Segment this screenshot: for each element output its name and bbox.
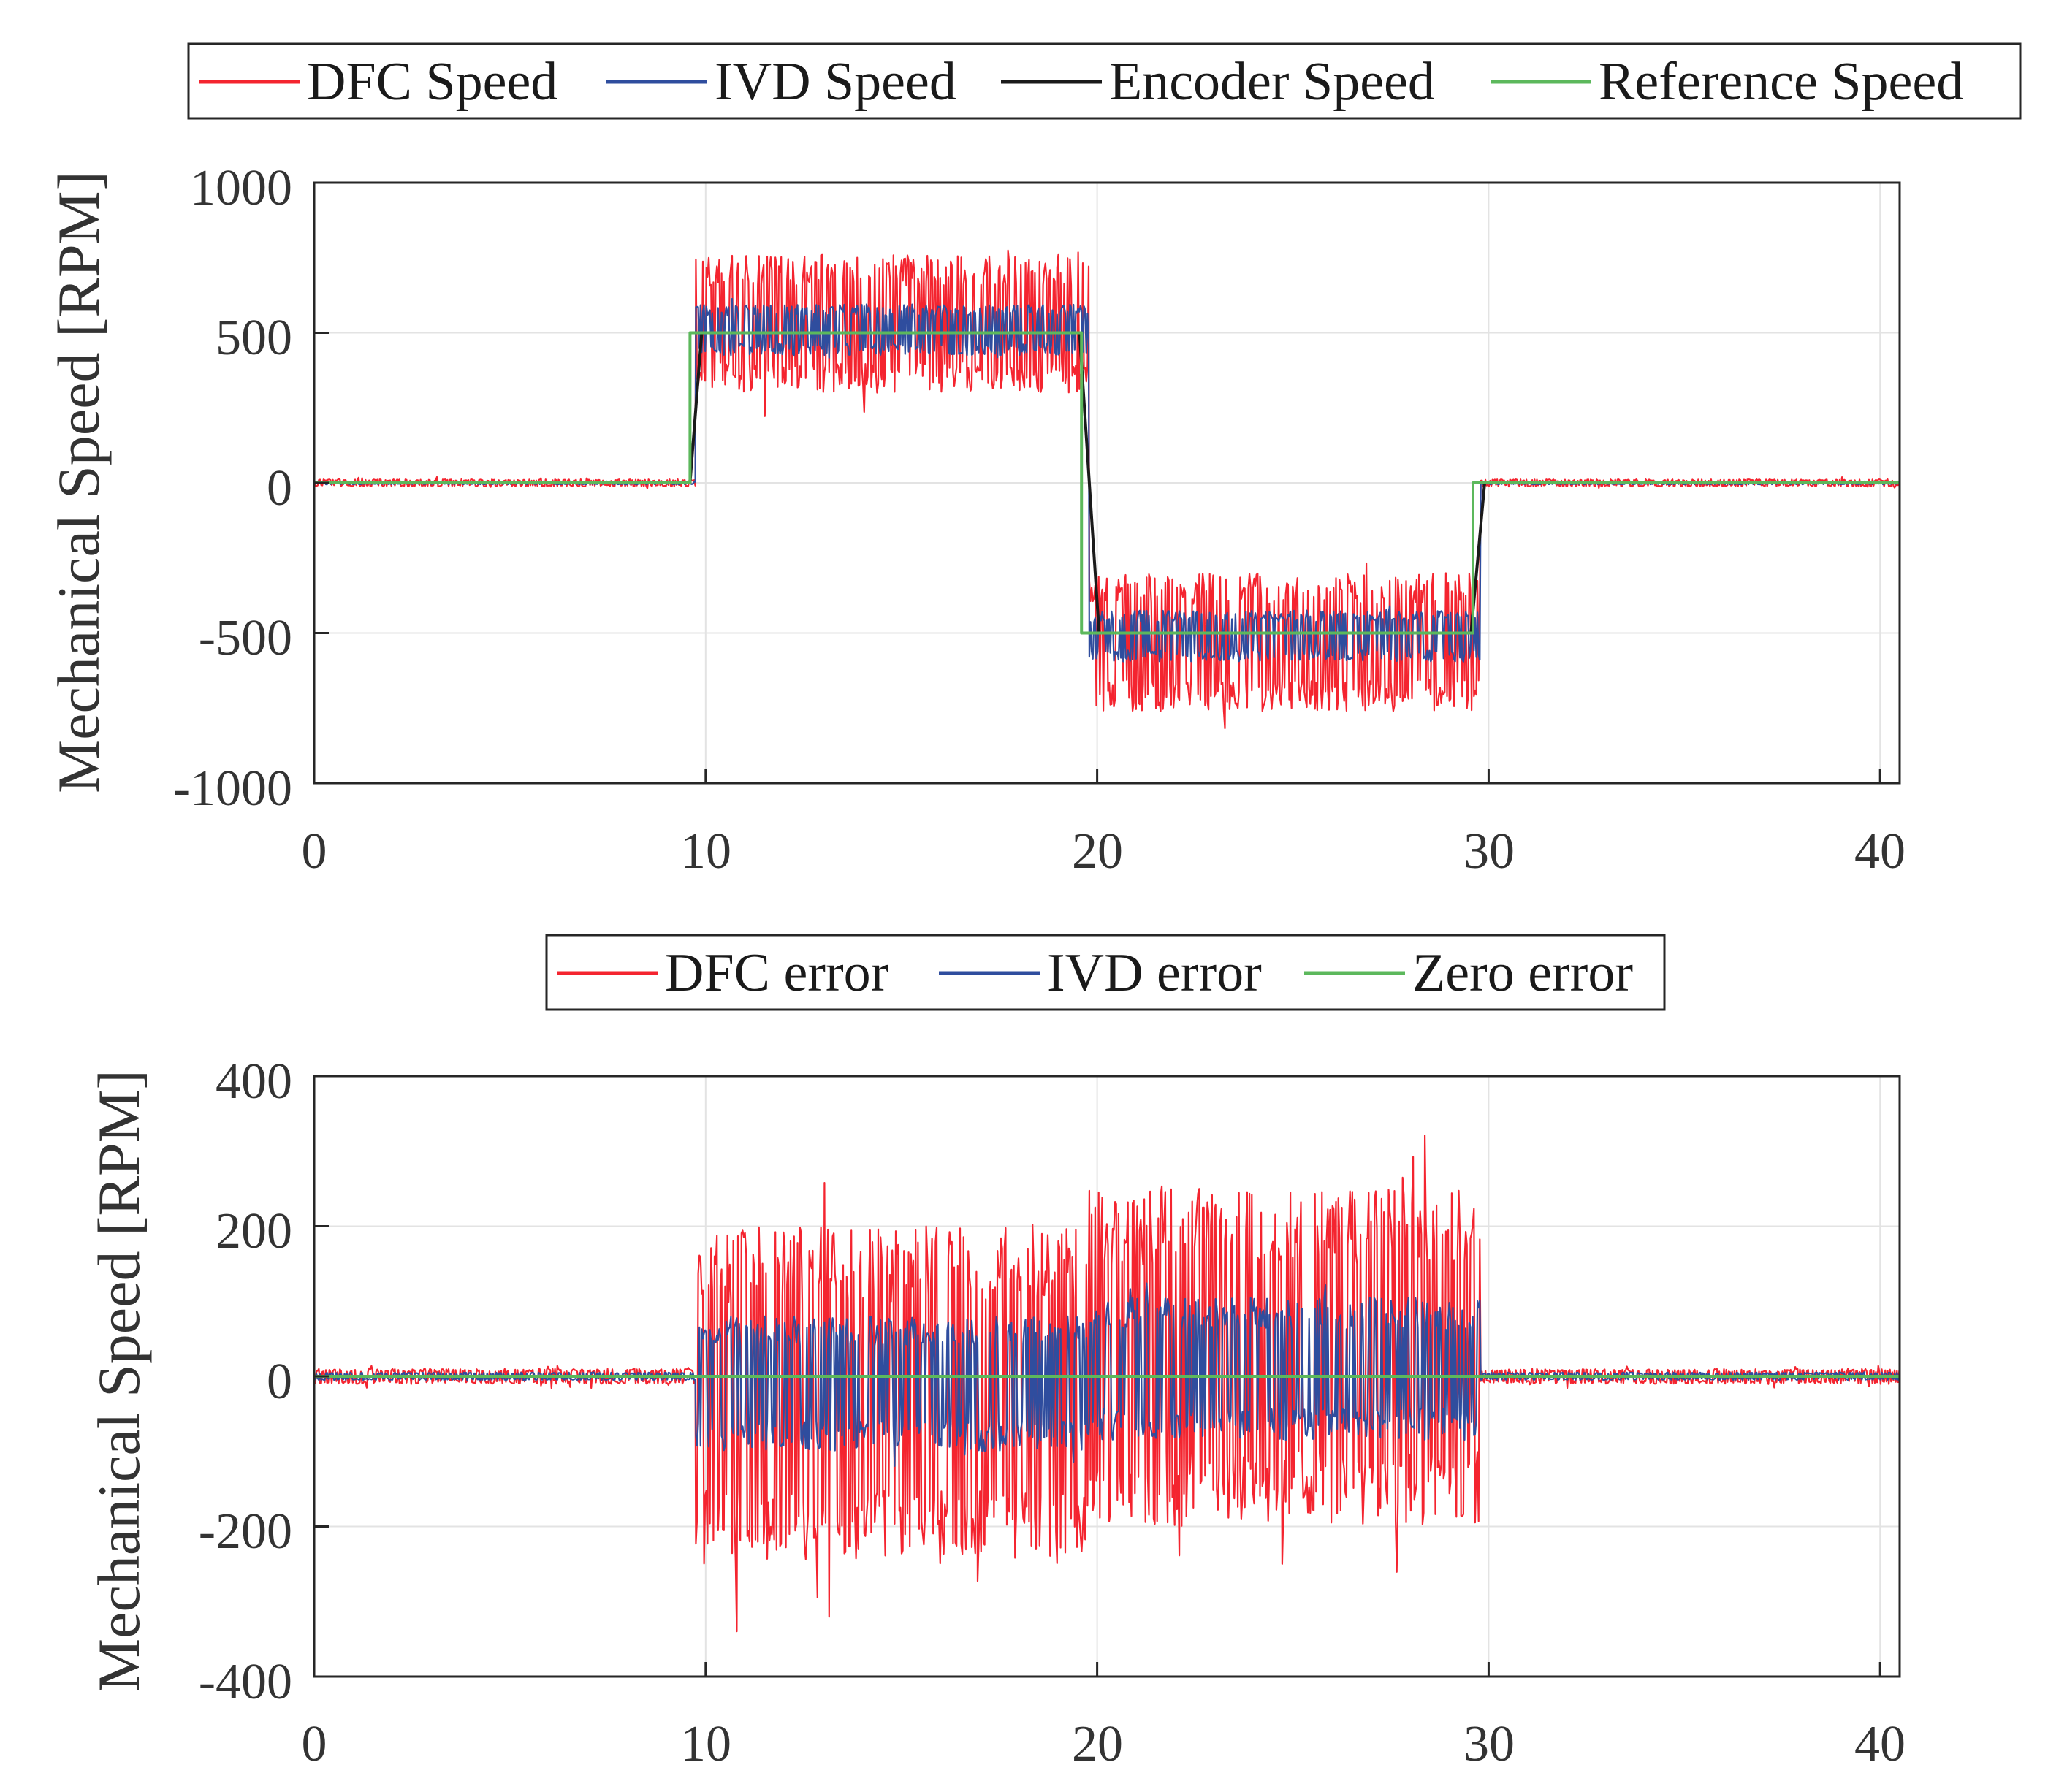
legend-label-zero-error: Zero error [1412, 943, 1633, 1003]
y-tick-label: 1000 [190, 160, 292, 216]
legend-label-encoder-speed: Encoder Speed [1109, 52, 1435, 112]
y-tick-label: -1000 [173, 760, 292, 817]
legend-box [545, 934, 1666, 1011]
speed-chart: 1000 500 0 -500 -1000 0 10 20 30 40 Mech… [45, 42, 2022, 880]
x-tick-label: 40 [1854, 1716, 1906, 1772]
legend-label-ivd-error: IVD error [1047, 943, 1262, 1003]
legend-label-ivd-speed: IVD Speed [715, 52, 956, 112]
x-tick-label: 10 [680, 823, 731, 880]
plot-area [313, 1135, 1900, 1633]
x-tick-label: 20 [1072, 823, 1123, 880]
y-tick-label: 0 [267, 460, 292, 516]
ticks: 400 200 0 -200 -400 0 10 20 30 40 [199, 1053, 1906, 1772]
legend: DFC error IVD error Zero error [545, 934, 1666, 1011]
y-axis-label: Mechanical Speed [RPM] [85, 1070, 152, 1692]
plot-area [313, 249, 1900, 730]
x-tick-label: 20 [1072, 1716, 1123, 1772]
series-ivd-error [313, 1282, 1900, 1468]
series-encoder-speed [314, 331, 1900, 635]
x-tick-label: 40 [1854, 823, 1906, 880]
legend-box [187, 42, 2022, 120]
ticks: 1000 500 0 -500 -1000 0 10 20 30 40 [173, 160, 1906, 880]
y-tick-label: -200 [199, 1503, 292, 1560]
legend: DFC Speed IVD Speed Encoder Speed Refere… [187, 42, 2022, 120]
legend-label-reference-speed: Reference Speed [1599, 52, 1963, 112]
x-tick-label: 0 [302, 823, 327, 880]
y-tick-label: 0 [267, 1354, 292, 1410]
y-tick-label: 200 [216, 1203, 292, 1259]
series-dfc-speed [313, 249, 1900, 730]
series-dfc-error [313, 1135, 1900, 1633]
y-tick-label: -500 [199, 610, 292, 666]
y-tick-label: 400 [216, 1053, 292, 1110]
legend-label-dfc-speed: DFC Speed [307, 52, 557, 112]
error-chart: 400 200 0 -200 -400 0 10 20 30 40 Mechan… [85, 934, 1906, 1772]
x-tick-label: 30 [1463, 823, 1515, 880]
y-tick-label: 500 [216, 310, 292, 366]
x-tick-label: 0 [302, 1716, 327, 1772]
legend-label-dfc-error: DFC error [665, 943, 888, 1003]
series-reference-speed [314, 331, 1900, 635]
x-tick-label: 30 [1463, 1716, 1515, 1772]
y-tick-label: -400 [199, 1654, 292, 1710]
y-axis-label: Mechanical Speed [RPM] [45, 171, 112, 793]
x-tick-label: 10 [680, 1716, 731, 1772]
